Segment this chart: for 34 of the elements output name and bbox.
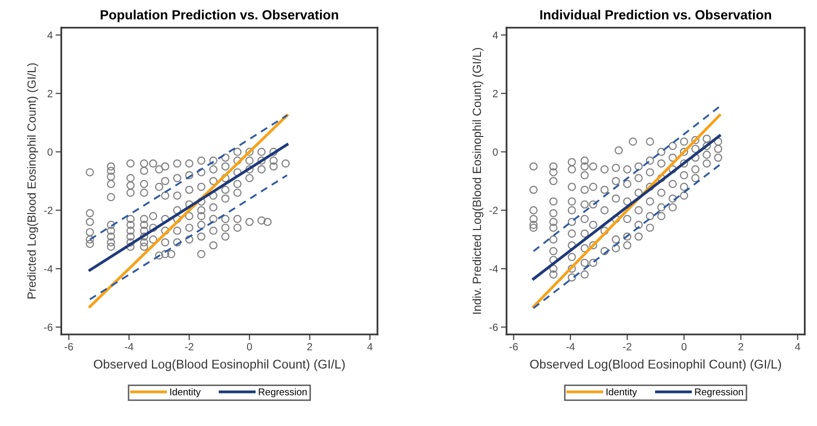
y-tick-label: -4 [44,265,53,272]
y-tick-label: 4 [492,32,498,39]
x-tick-label: 2 [307,343,312,350]
y-tick-label: -4 [489,265,498,272]
x-tick-label: -6 [509,343,518,350]
x-tick-label: 2 [738,343,744,350]
y-axis-title: Indiv. Predicted Log(Blood Eosinophil Count) (GI/L) [472,48,484,314]
y-tick-label: -2 [489,206,498,214]
y-tick-label: 2 [492,90,498,98]
x-tick-label: -2 [623,343,632,350]
chart-title: Individual Prediction vs. Observation [540,10,772,20]
legend-label: Identity [170,388,201,398]
legend-label: Regression [258,388,307,398]
y-tick-label: 2 [48,90,52,98]
x-tick-label: -4 [124,343,134,350]
legend-label: Identity [606,388,637,398]
x-tick-label: 0 [682,343,687,350]
x-tick-label: -4 [566,343,575,350]
x-axis-title: Observed Log(Blood Eosinophil Count) (GI/L) [94,359,345,372]
y-tick-label: -6 [489,324,498,331]
x-tick-label: 4 [794,343,800,350]
y-tick-label: 4 [47,32,53,39]
x-tick-label: 4 [367,343,373,350]
x-axis-title: Observed Log(Blood Eosinophil Count) (GI/L) [530,359,781,372]
y-tick-label: -6 [44,324,52,331]
x-tick-label: -2 [185,343,194,350]
legend-label: Regression [695,388,743,398]
y-axis-title: Predicted Log(Blood Eosinophil Count) (GI/L) [27,63,38,299]
y-tick-label: 0 [48,148,53,156]
x-tick-label: 0 [246,343,252,350]
y-tick-label: -2 [44,206,52,214]
y-tick-label: 0 [492,148,498,156]
x-tick-label: -6 [64,343,73,350]
chart-title: Population Prediction vs. Observation [100,10,338,22]
